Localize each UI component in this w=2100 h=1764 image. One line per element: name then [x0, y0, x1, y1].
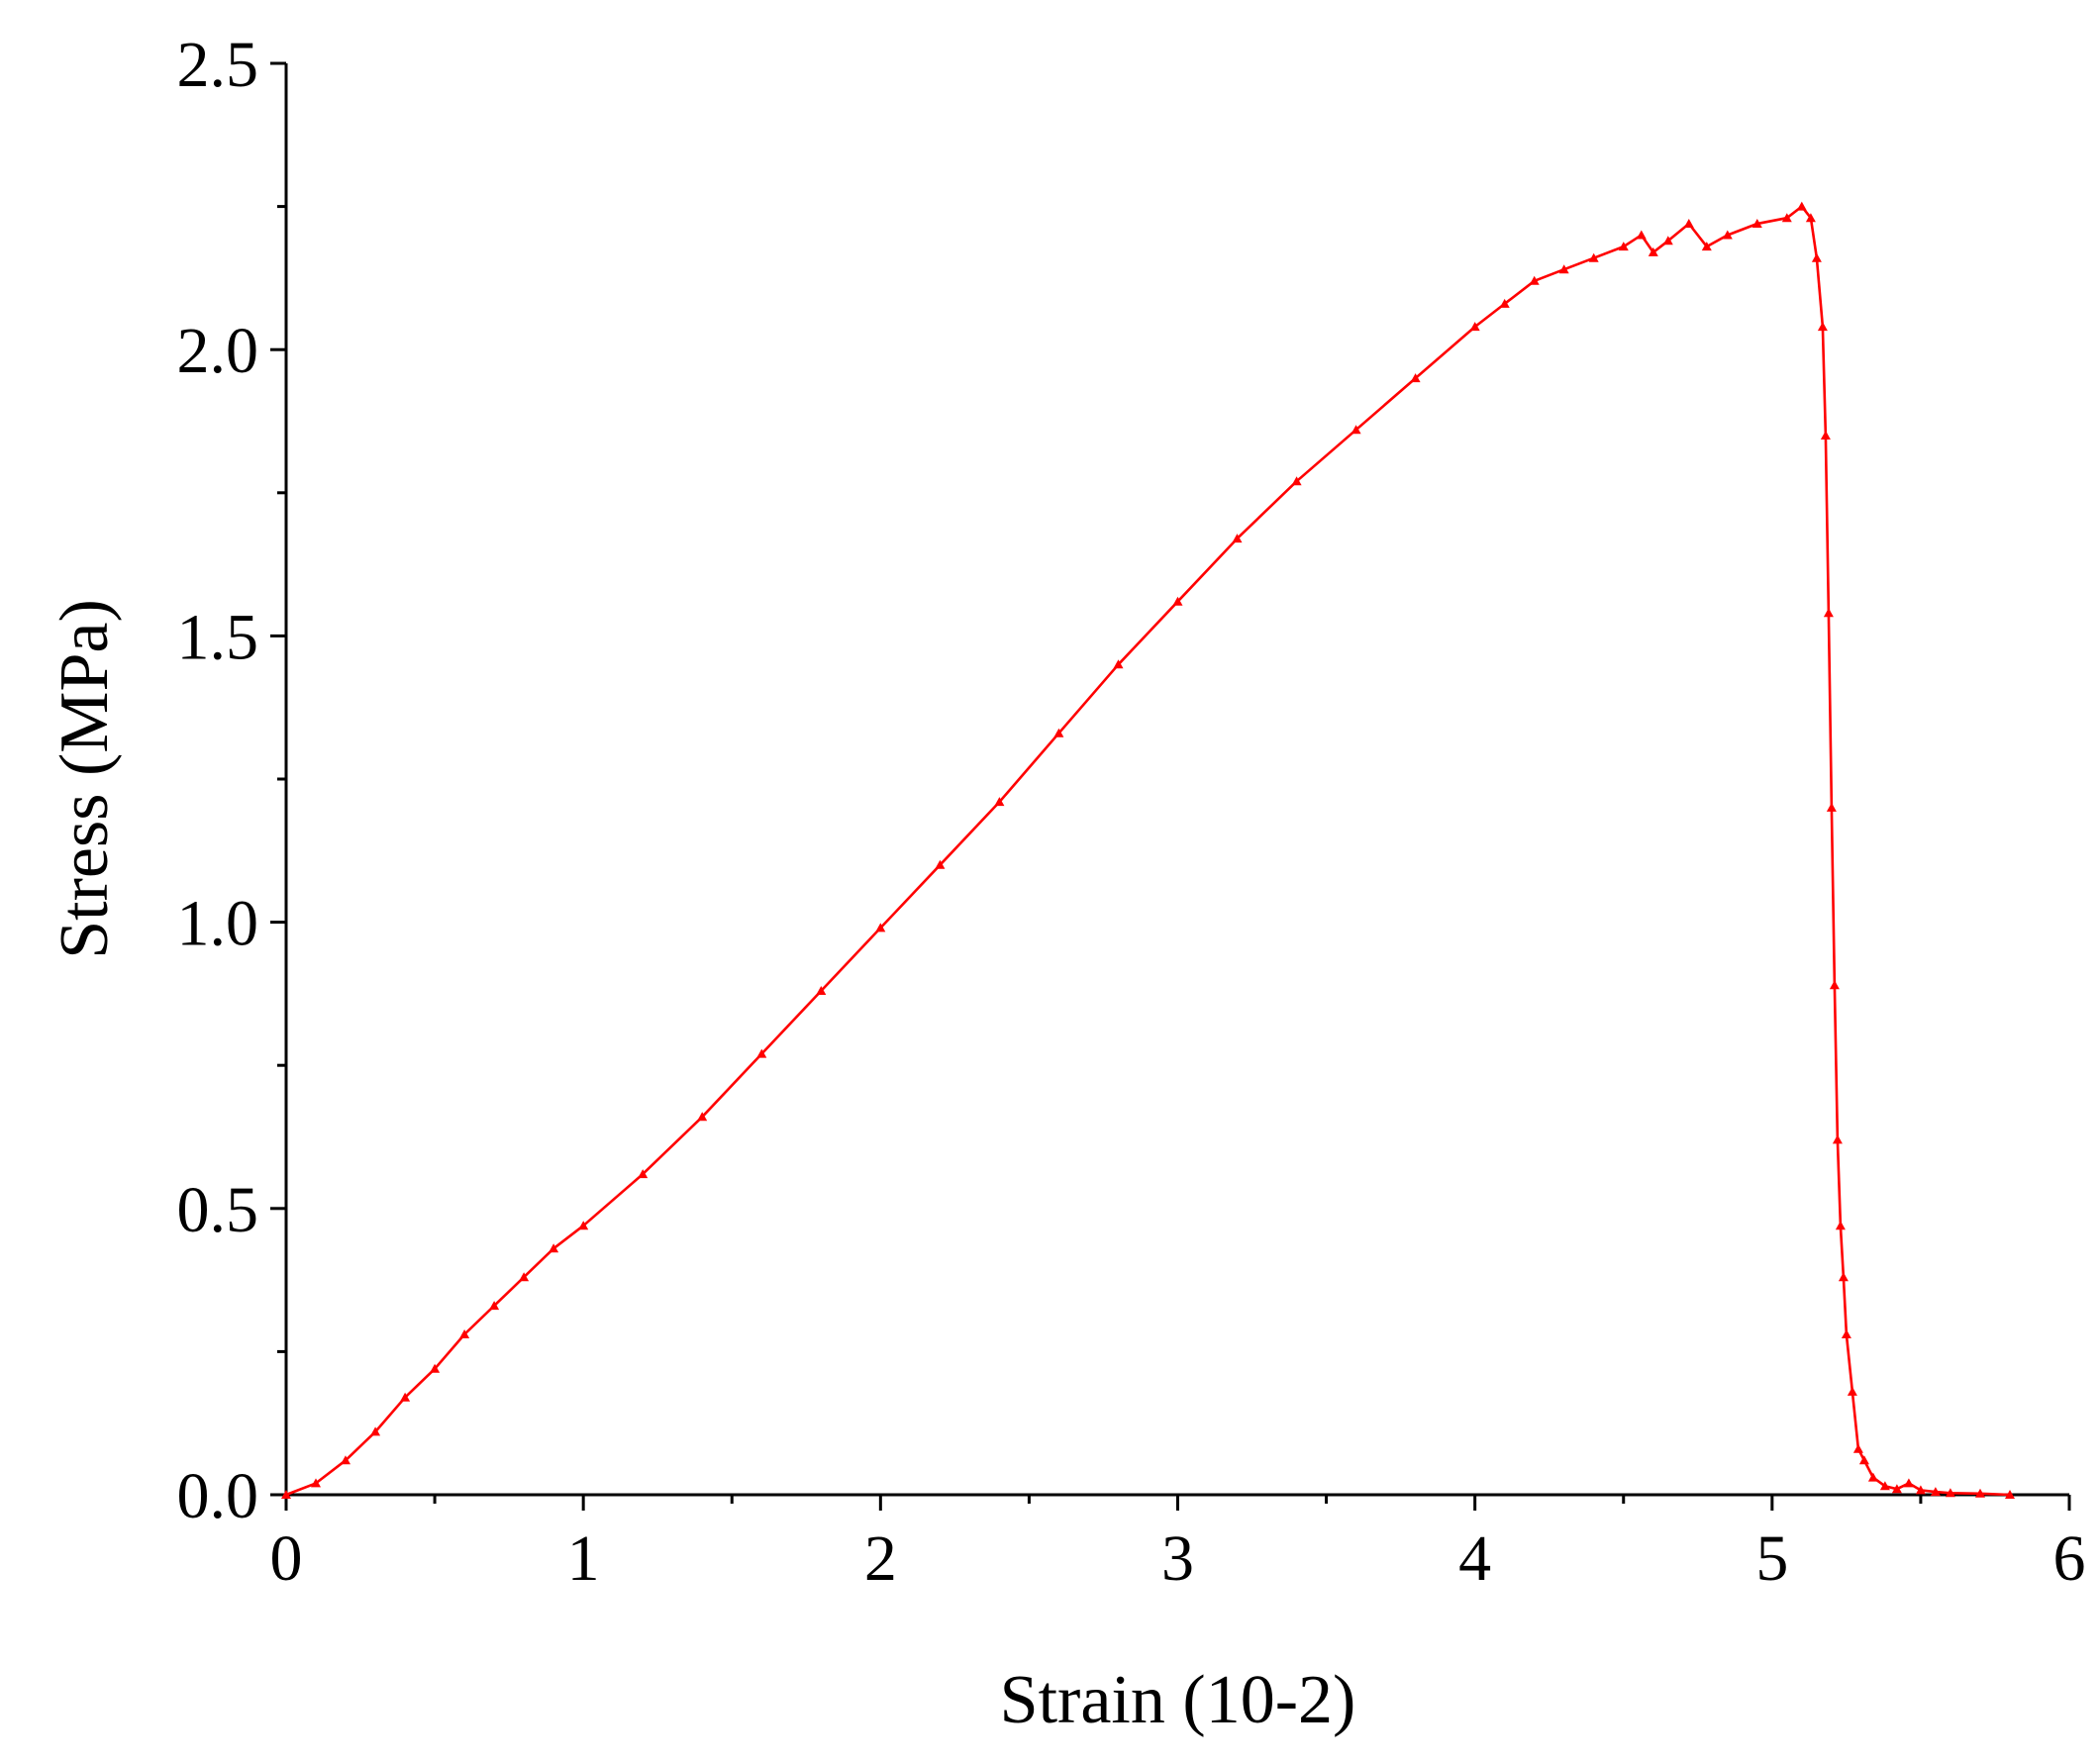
data-point-marker [1053, 728, 1064, 737]
data-point-marker [1588, 252, 1599, 262]
data-point-marker [1826, 802, 1837, 812]
data-point-marker [1841, 1329, 1851, 1338]
data-point-marker [1903, 1478, 1914, 1488]
data-point-marker [1847, 1386, 1857, 1396]
x-tick-label: 5 [1755, 1522, 1788, 1595]
data-point-marker [1618, 242, 1629, 251]
data-point-marker [875, 923, 886, 932]
data-point-marker [549, 1243, 559, 1253]
data-point-marker [1469, 322, 1480, 332]
data-point-marker [1975, 1488, 1985, 1498]
data-point-marker [1891, 1484, 1902, 1494]
data-point-marker [1817, 322, 1828, 332]
data-point-marker [1879, 1481, 1890, 1491]
y-tick-label: 2.0 [177, 315, 259, 387]
data-point-marker [459, 1329, 470, 1338]
data-point-marker [1558, 264, 1569, 274]
data-point-marker [2005, 1490, 2015, 1499]
data-point-marker [1499, 298, 1510, 308]
data-point-marker [489, 1301, 500, 1311]
data-point-marker [1945, 1488, 1955, 1498]
data-point-marker [994, 797, 1005, 807]
data-point-marker [1172, 596, 1183, 606]
data-point-marker [1811, 252, 1822, 262]
data-point-marker [1805, 213, 1816, 223]
data-point-marker [1852, 1443, 1863, 1453]
data-point-marker [281, 1490, 291, 1499]
data-point-marker [816, 986, 827, 995]
data-point-marker [341, 1455, 350, 1465]
data-point-marker [1636, 230, 1647, 240]
data-point-marker [756, 1048, 767, 1058]
data-point-marker [430, 1363, 441, 1373]
data-point-marker [1835, 1221, 1846, 1230]
data-point-marker [370, 1426, 381, 1436]
y-tick-label: 1.0 [177, 888, 259, 960]
y-tick-label: 2.5 [177, 29, 259, 101]
y-tick-label: 0.0 [177, 1460, 259, 1532]
data-point-marker [1751, 219, 1762, 228]
data-point-marker [519, 1272, 530, 1282]
data-point-marker [638, 1169, 649, 1179]
x-axis-title: Strain (10-2) [1000, 1662, 1356, 1738]
data-point-marker [1915, 1485, 1926, 1495]
y-tick-label: 0.5 [177, 1174, 259, 1246]
data-point-marker [1350, 425, 1361, 435]
x-tick-label: 1 [567, 1522, 600, 1595]
data-point-marker [1832, 1134, 1843, 1144]
x-ticks: 0 1 2 3 4 5 6 [270, 1495, 2086, 1595]
data-point-marker [1781, 213, 1792, 223]
data-point-marker [400, 1392, 411, 1402]
data-point-marker [1930, 1487, 1941, 1497]
data-point-marker [311, 1478, 321, 1488]
x-tick-label: 6 [2053, 1522, 2086, 1595]
series-line [285, 205, 2011, 1497]
y-tick-label: 1.5 [177, 601, 259, 673]
data-point-marker [1648, 246, 1658, 256]
data-point-marker [1701, 242, 1712, 251]
data-point-marker [1529, 275, 1540, 285]
data-point-marker [1410, 373, 1421, 383]
axes [284, 63, 2069, 1497]
data-point-marker [1232, 534, 1243, 543]
x-tick-label: 2 [864, 1522, 897, 1595]
data-point-marker [1867, 1472, 1878, 1482]
data-point-marker [1662, 236, 1673, 245]
data-point-marker [697, 1112, 708, 1122]
y-ticks: 0.0 0.5 1.0 1.5 2.0 2.5 [177, 29, 286, 1532]
data-point-marker [1683, 219, 1694, 228]
data-point-marker [1291, 476, 1302, 486]
x-tick-label: 4 [1458, 1522, 1491, 1595]
data-point-marker [1829, 980, 1840, 990]
data-point-marker [1796, 201, 1807, 211]
data-point-marker [1820, 431, 1831, 440]
x-tick-label: 3 [1161, 1522, 1194, 1595]
series-layer [281, 201, 2015, 1499]
data-point-marker [1113, 659, 1124, 669]
data-point-marker [578, 1221, 589, 1230]
data-point-marker [1722, 230, 1733, 240]
y-axis-title: Stress (MPa) [47, 599, 123, 959]
x-tick-label: 0 [270, 1522, 303, 1595]
data-point-marker [1838, 1272, 1849, 1282]
data-point-marker [935, 859, 946, 869]
data-point-marker [1858, 1455, 1869, 1465]
data-point-marker [1823, 608, 1834, 618]
